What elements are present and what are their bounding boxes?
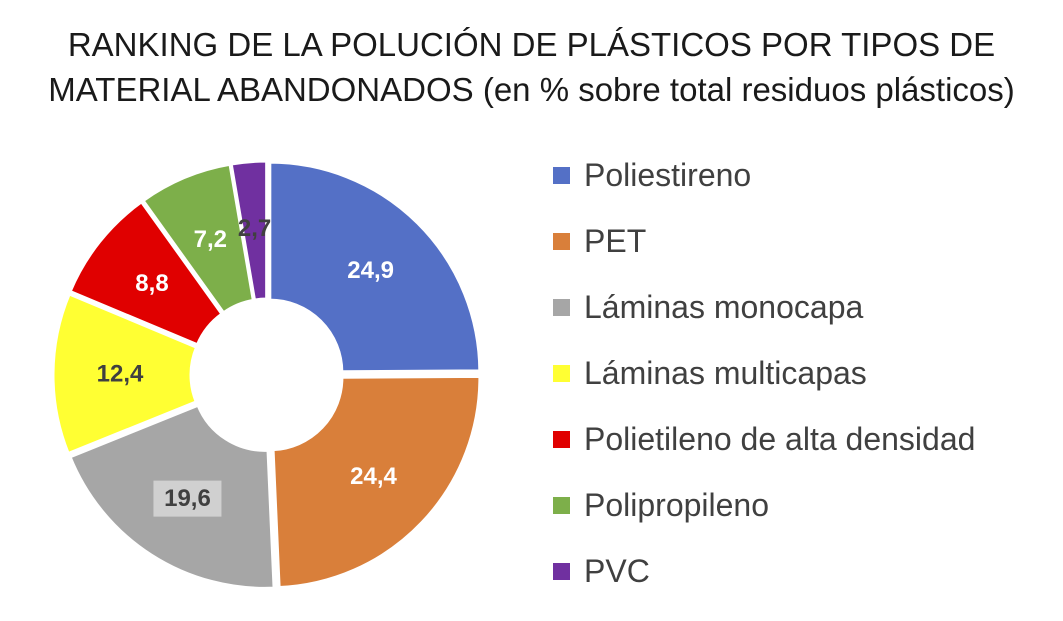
legend-swatch-2 — [553, 232, 570, 250]
legend-item-4: Láminas multicapas — [553, 340, 975, 406]
data-label-1: 24,9 — [347, 257, 394, 284]
chart-title-line-1: RANKING DE LA POLUCIÓN DE PLÁSTICOS POR … — [67, 26, 996, 63]
data-label-4: 12,4 — [97, 361, 144, 388]
legend-item-2: PET — [553, 208, 975, 274]
chart-title: RANKING DE LA POLUCIÓN DE PLÁSTICOS POR … — [0, 22, 1063, 112]
donut-slice-1 — [268, 160, 482, 374]
donut-chart: 24,9 24,4 19,6 12,4 8,8 7,2 2,7 — [51, 159, 482, 590]
legend-swatch-6 — [553, 496, 570, 514]
legend-swatch-7 — [553, 562, 570, 580]
legend-label-1: Poliestireno — [584, 156, 752, 193]
legend-item-5: Polietileno de alta densidad — [553, 406, 975, 472]
donut-slice-4 — [51, 292, 199, 456]
legend-label-3: Láminas monocapa — [584, 288, 864, 325]
legend-item-7: PVC — [553, 538, 975, 604]
chart-title-line-2: MATERIAL ABANDONADOS (en % sobre total r… — [48, 71, 1015, 108]
legend-swatch-3 — [553, 298, 570, 316]
legend-swatch-4 — [553, 364, 570, 382]
legend-label-6: Polipropileno — [584, 486, 770, 523]
legend-item-3: Láminas monocapa — [553, 274, 975, 340]
legend-swatch-5 — [553, 430, 570, 448]
data-label-3: 19,6 — [164, 485, 211, 512]
legend-label-2: PET — [584, 222, 647, 259]
donut-slice-7 — [229, 159, 269, 302]
data-label-7: 2,7 — [238, 215, 271, 242]
legend-label-5: Polietileno de alta densidad — [584, 420, 976, 457]
data-label-5: 8,8 — [135, 270, 168, 297]
legend-label-4: Láminas multicapas — [584, 354, 867, 391]
donut-slice-2 — [271, 374, 482, 590]
data-label-6: 7,2 — [194, 226, 227, 253]
legend-swatch-1 — [553, 166, 570, 184]
legend-label-7: PVC — [584, 552, 650, 589]
legend-item-1: Poliestireno — [553, 142, 975, 208]
data-label-2: 24,4 — [350, 463, 397, 490]
data-label-background-3 — [153, 480, 222, 517]
donut-slice-5 — [68, 199, 225, 347]
chart-legend: Poliestireno PET Láminas monocapa Láminas m… — [553, 142, 975, 604]
legend-item-6: Polipropileno — [553, 472, 975, 538]
